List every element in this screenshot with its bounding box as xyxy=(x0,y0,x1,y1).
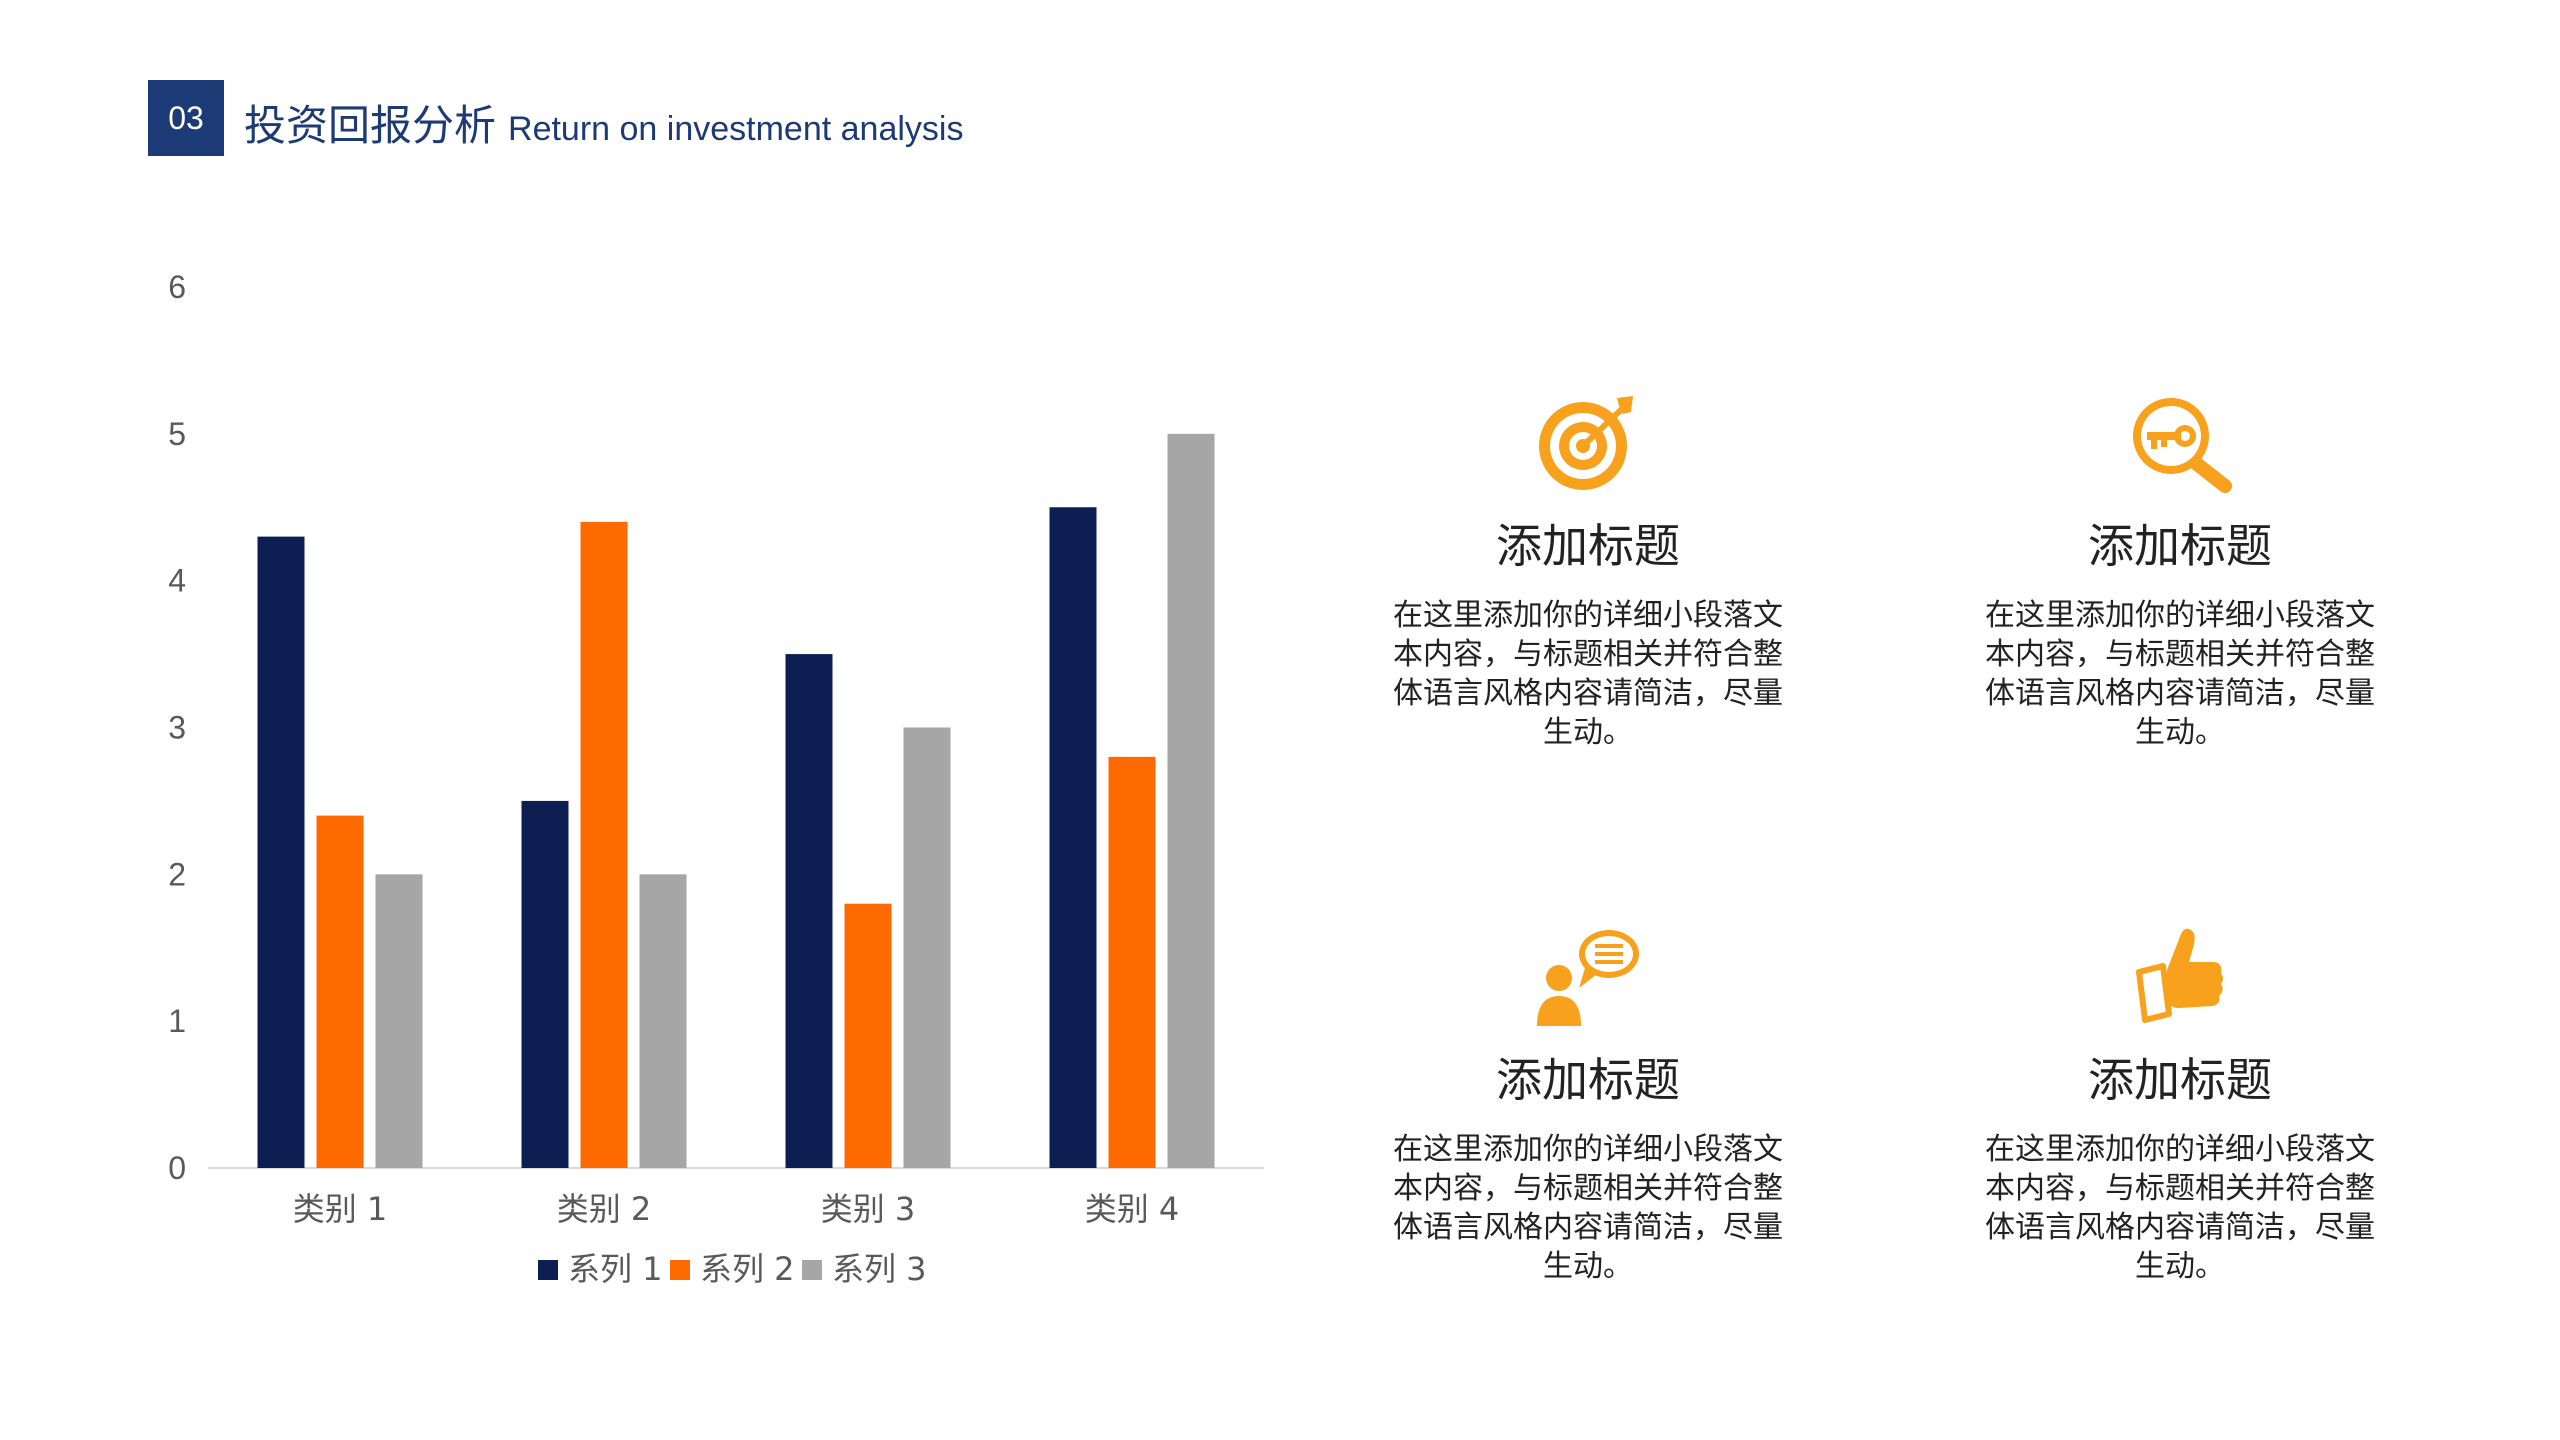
bar xyxy=(903,727,951,1168)
bar xyxy=(257,536,305,1168)
y-tick-label: 6 xyxy=(168,269,186,305)
x-tick-label: 类别 1 xyxy=(293,1190,388,1228)
bar xyxy=(521,800,569,1168)
y-tick-label: 4 xyxy=(168,563,186,599)
card-title: 添加标题 xyxy=(2088,1053,2272,1107)
legend-swatch xyxy=(538,1260,558,1280)
y-tick-label: 1 xyxy=(168,1003,186,1039)
section-number: 03 xyxy=(168,99,204,136)
card-text: 在这里添加你的详细小段落文本内容，与标题相关并符合整体语言风格内容请简洁，尽量生… xyxy=(1393,598,1783,750)
speaker-chat-icon xyxy=(1537,930,1639,1026)
bar xyxy=(1167,433,1215,1168)
bar xyxy=(316,815,364,1168)
bar-chart: 0 1 2 3 4 5 6 类别 1 类别 2 类别 3 类别 4 系列 1 系列 2 系列 3 xyxy=(168,269,1264,1288)
page-title-zh: 投资回报分析 xyxy=(244,101,497,150)
feature-card-2: 添加标题 在这里添加你的详细小段落文本内容，与标题相关并符合整体语言风格内容请简… xyxy=(1960,388,2400,752)
bar xyxy=(580,521,628,1168)
y-tick-label: 0 xyxy=(168,1150,186,1186)
card-text: 在这里添加你的详细小段落文本内容，与标题相关并符合整体语言风格内容请简洁，尽量生… xyxy=(1393,1132,1783,1284)
thumbs-up-icon xyxy=(2136,928,2223,1023)
x-tick-label: 类别 3 xyxy=(821,1190,916,1228)
feature-card-1: 添加标题 在这里添加你的详细小段落文本内容，与标题相关并符合整体语言风格内容请简… xyxy=(1368,388,1808,752)
bar xyxy=(844,903,892,1168)
bar xyxy=(639,874,687,1168)
legend-swatch xyxy=(802,1260,822,1280)
card-text: 在这里添加你的详细小段落文本内容，与标题相关并符合整体语言风格内容请简洁，尽量生… xyxy=(1985,1132,2375,1284)
card-title: 添加标题 xyxy=(2088,519,2272,573)
legend-label: 系列 3 xyxy=(832,1250,927,1288)
legend-swatch xyxy=(670,1260,690,1280)
page-title: 投资回报分析 Return on investment analysis xyxy=(244,92,963,152)
x-tick-label: 类别 2 xyxy=(557,1190,652,1228)
bar xyxy=(1108,756,1156,1168)
bar xyxy=(1049,507,1097,1168)
y-tick-label: 2 xyxy=(168,856,186,892)
target-icon xyxy=(1539,396,1633,490)
section-number-badge: 03 xyxy=(148,80,224,156)
card-title: 添加标题 xyxy=(1496,519,1680,573)
x-tick-label: 类别 4 xyxy=(1085,1190,1180,1228)
y-tick-label: 3 xyxy=(168,710,186,746)
card-text: 在这里添加你的详细小段落文本内容，与标题相关并符合整体语言风格内容请简洁，尽量生… xyxy=(1985,598,2375,750)
legend-label: 系列 2 xyxy=(700,1250,795,1288)
y-tick-label: 5 xyxy=(168,416,186,452)
legend-label: 系列 1 xyxy=(568,1250,663,1288)
key-search-icon xyxy=(2133,398,2232,493)
page-title-en: Return on investment analysis xyxy=(508,110,964,148)
bar xyxy=(375,874,423,1168)
bar xyxy=(785,654,833,1168)
card-title: 添加标题 xyxy=(1496,1053,1680,1107)
feature-card-4: 添加标题 在这里添加你的详细小段落文本内容，与标题相关并符合整体语言风格内容请简… xyxy=(1960,922,2400,1286)
feature-card-3: 添加标题 在这里添加你的详细小段落文本内容，与标题相关并符合整体语言风格内容请简… xyxy=(1368,922,1808,1286)
